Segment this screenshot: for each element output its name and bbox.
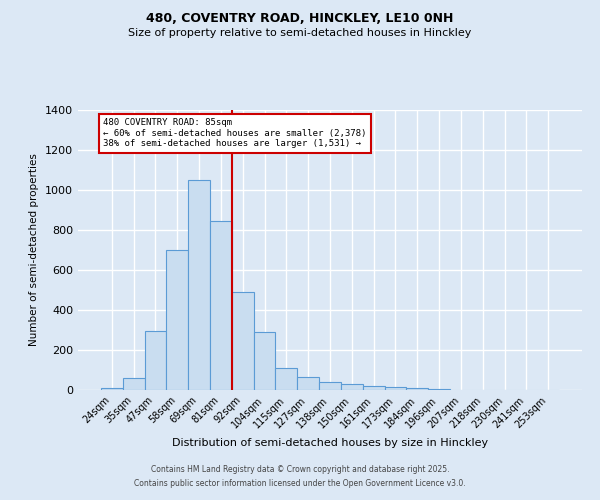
Bar <box>297 377 319 390</box>
Text: 480, COVENTRY ROAD, HINCKLEY, LE10 0NH: 480, COVENTRY ROAD, HINCKLEY, LE10 0NH <box>146 12 454 26</box>
Text: Size of property relative to semi-detached houses in Hinckley: Size of property relative to semi-detach… <box>128 28 472 38</box>
Bar <box>123 378 145 390</box>
Bar <box>232 292 254 390</box>
Bar <box>363 386 385 390</box>
Bar <box>145 331 166 390</box>
Bar <box>385 387 406 390</box>
Text: 480 COVENTRY ROAD: 85sqm
← 60% of semi-detached houses are smaller (2,378)
38% o: 480 COVENTRY ROAD: 85sqm ← 60% of semi-d… <box>103 118 367 148</box>
Bar <box>166 250 188 390</box>
Bar <box>275 368 297 390</box>
Bar <box>188 180 210 390</box>
Bar <box>210 221 232 390</box>
Bar <box>406 388 428 390</box>
Bar <box>341 384 363 390</box>
Bar <box>319 382 341 390</box>
Y-axis label: Number of semi-detached properties: Number of semi-detached properties <box>29 154 40 346</box>
X-axis label: Distribution of semi-detached houses by size in Hinckley: Distribution of semi-detached houses by … <box>172 438 488 448</box>
Bar <box>101 388 123 390</box>
Text: Contains HM Land Registry data © Crown copyright and database right 2025.
Contai: Contains HM Land Registry data © Crown c… <box>134 466 466 487</box>
Bar <box>254 332 275 390</box>
